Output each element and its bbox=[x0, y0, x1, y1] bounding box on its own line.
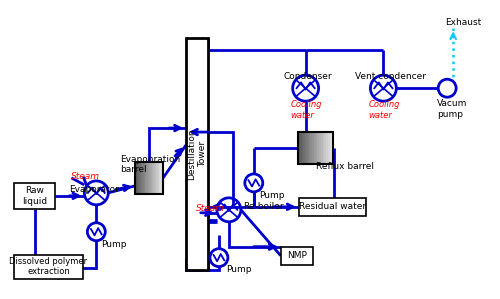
Bar bbox=[136, 162, 138, 194]
Text: Pump: Pump bbox=[259, 191, 284, 200]
Bar bbox=[326, 132, 328, 164]
Bar bbox=[138, 162, 140, 194]
Bar bbox=[144, 162, 146, 194]
Text: Evaporator: Evaporator bbox=[70, 185, 119, 194]
Bar bbox=[332, 132, 334, 164]
Bar bbox=[330, 132, 332, 164]
Text: NMP: NMP bbox=[286, 251, 306, 260]
Bar bbox=[150, 162, 152, 194]
Bar bbox=[321, 132, 323, 164]
Bar bbox=[308, 132, 311, 164]
Bar bbox=[316, 132, 318, 164]
Text: Steam: Steam bbox=[196, 204, 225, 213]
Bar bbox=[318, 132, 320, 164]
Text: Vent condencer: Vent condencer bbox=[356, 72, 426, 81]
Text: Condenser: Condenser bbox=[284, 72, 333, 81]
Text: Exhaust: Exhaust bbox=[445, 19, 482, 28]
Bar bbox=[156, 162, 158, 194]
Text: Vacum
pump: Vacum pump bbox=[437, 99, 468, 119]
Text: Cooling
water: Cooling water bbox=[368, 100, 400, 120]
Bar bbox=[141, 162, 142, 194]
Bar bbox=[319, 132, 322, 164]
Bar bbox=[322, 132, 325, 164]
Bar bbox=[300, 132, 302, 164]
Bar bbox=[186, 38, 208, 270]
Bar bbox=[140, 162, 141, 194]
Bar bbox=[145, 162, 147, 194]
Bar bbox=[328, 132, 330, 164]
Bar bbox=[162, 162, 164, 194]
Text: Destillation
Tower: Destillation Tower bbox=[188, 128, 206, 180]
Text: Evaponration
barrel: Evaponration barrel bbox=[120, 155, 180, 174]
Bar bbox=[14, 183, 56, 209]
Bar bbox=[158, 162, 160, 194]
Bar bbox=[307, 132, 309, 164]
Text: Pump: Pump bbox=[226, 265, 252, 274]
Bar bbox=[314, 132, 316, 164]
Bar bbox=[154, 162, 155, 194]
Text: Pump: Pump bbox=[102, 240, 127, 249]
Bar bbox=[152, 162, 154, 194]
Bar bbox=[135, 162, 163, 194]
Text: Cooling
water: Cooling water bbox=[290, 100, 322, 120]
Bar bbox=[310, 132, 312, 164]
Bar bbox=[148, 162, 150, 194]
Text: Steam: Steam bbox=[72, 172, 101, 181]
Bar bbox=[280, 247, 312, 265]
Bar bbox=[312, 132, 314, 164]
Bar bbox=[14, 255, 84, 279]
Text: Raw
liquid: Raw liquid bbox=[22, 186, 47, 205]
Bar bbox=[298, 198, 366, 216]
Bar bbox=[135, 162, 137, 194]
Text: Residual water: Residual water bbox=[299, 202, 366, 211]
Bar bbox=[304, 132, 306, 164]
Bar bbox=[142, 162, 144, 194]
Text: Reflux barrel: Reflux barrel bbox=[316, 162, 374, 171]
Bar bbox=[305, 132, 308, 164]
Bar bbox=[324, 132, 326, 164]
Text: Re-boiler: Re-boiler bbox=[243, 202, 284, 211]
Bar bbox=[298, 132, 333, 164]
Text: Dissolved polymer
extraction: Dissolved polymer extraction bbox=[10, 257, 88, 276]
Bar bbox=[298, 132, 300, 164]
Bar bbox=[154, 162, 156, 194]
Bar bbox=[159, 162, 161, 194]
Bar bbox=[149, 162, 151, 194]
Bar bbox=[160, 162, 162, 194]
Bar bbox=[302, 132, 304, 164]
Bar bbox=[146, 162, 148, 194]
